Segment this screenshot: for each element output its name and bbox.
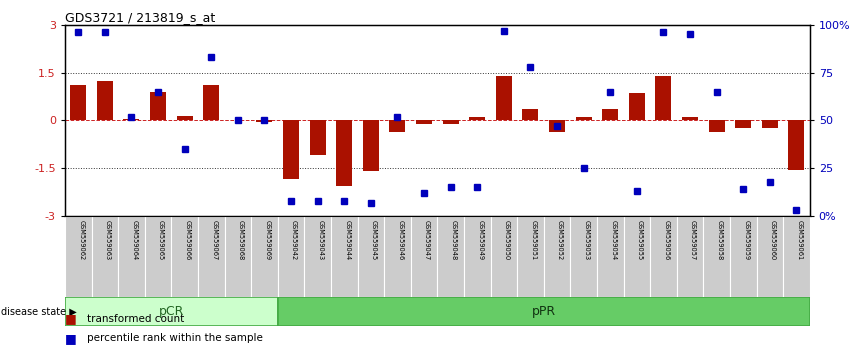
- Bar: [708, 120, 725, 131]
- Text: percentile rank within the sample: percentile rank within the sample: [87, 333, 262, 343]
- Text: transformed count: transformed count: [87, 314, 184, 324]
- Bar: [757, 216, 783, 297]
- Bar: [278, 297, 810, 326]
- Bar: [549, 120, 565, 131]
- Bar: [496, 76, 512, 120]
- Text: GSM559064: GSM559064: [132, 220, 138, 260]
- Bar: [544, 216, 571, 297]
- Text: GSM559060: GSM559060: [770, 220, 776, 260]
- Text: GSM559062: GSM559062: [78, 220, 84, 260]
- Bar: [70, 85, 87, 120]
- Bar: [65, 216, 92, 297]
- Text: ■: ■: [65, 332, 77, 344]
- Text: GSM559069: GSM559069: [264, 220, 270, 260]
- Text: GSM559065: GSM559065: [158, 220, 164, 260]
- Bar: [522, 109, 539, 120]
- Bar: [336, 120, 352, 185]
- Bar: [783, 216, 810, 297]
- Bar: [656, 76, 671, 120]
- Bar: [597, 216, 624, 297]
- Bar: [251, 216, 278, 297]
- Text: GSM559047: GSM559047: [424, 220, 430, 260]
- Bar: [363, 120, 378, 171]
- Text: GSM559068: GSM559068: [238, 220, 244, 260]
- Bar: [224, 216, 251, 297]
- Text: GSM559061: GSM559061: [797, 220, 803, 260]
- Bar: [118, 216, 145, 297]
- Bar: [762, 120, 778, 128]
- Bar: [624, 216, 650, 297]
- Text: pCR: pCR: [158, 305, 184, 318]
- Bar: [124, 119, 139, 120]
- Bar: [145, 216, 171, 297]
- Bar: [331, 216, 358, 297]
- Text: GSM559045: GSM559045: [371, 220, 377, 260]
- Bar: [469, 116, 485, 120]
- Bar: [629, 93, 645, 120]
- Bar: [204, 85, 219, 120]
- Text: GSM559053: GSM559053: [584, 220, 590, 260]
- Bar: [730, 216, 757, 297]
- Bar: [385, 216, 410, 297]
- Bar: [283, 120, 299, 179]
- Bar: [171, 216, 198, 297]
- Text: GSM559056: GSM559056: [663, 220, 669, 260]
- Bar: [517, 216, 544, 297]
- Bar: [602, 109, 618, 120]
- Text: GDS3721 / 213819_s_at: GDS3721 / 213819_s_at: [65, 11, 215, 24]
- Bar: [464, 216, 490, 297]
- Text: GSM559044: GSM559044: [345, 220, 350, 260]
- Bar: [198, 216, 224, 297]
- Text: GSM559066: GSM559066: [184, 220, 191, 260]
- Text: GSM559058: GSM559058: [716, 220, 722, 260]
- Bar: [703, 216, 730, 297]
- Text: GSM559063: GSM559063: [105, 220, 111, 260]
- Bar: [490, 216, 517, 297]
- Bar: [437, 216, 464, 297]
- Bar: [150, 92, 166, 120]
- Text: GSM559055: GSM559055: [637, 220, 643, 260]
- Bar: [358, 216, 385, 297]
- Text: GSM559042: GSM559042: [291, 220, 297, 260]
- Bar: [650, 216, 676, 297]
- Bar: [676, 216, 703, 297]
- Bar: [92, 216, 118, 297]
- Bar: [278, 216, 304, 297]
- Bar: [256, 120, 273, 122]
- Bar: [571, 216, 597, 297]
- Text: GSM559050: GSM559050: [504, 220, 510, 260]
- Text: GSM559048: GSM559048: [450, 220, 456, 260]
- Bar: [304, 216, 331, 297]
- Text: GSM559054: GSM559054: [611, 220, 617, 260]
- Bar: [443, 120, 459, 124]
- Bar: [416, 120, 432, 124]
- Text: GSM559043: GSM559043: [318, 220, 324, 260]
- Bar: [310, 120, 326, 155]
- Bar: [735, 120, 751, 128]
- Text: GSM559046: GSM559046: [397, 220, 404, 260]
- Bar: [390, 120, 405, 131]
- Text: ■: ■: [65, 312, 77, 325]
- Text: pPR: pPR: [532, 305, 556, 318]
- Text: GSM559051: GSM559051: [530, 220, 536, 260]
- Text: disease state ▶: disease state ▶: [1, 307, 76, 316]
- Text: GSM559052: GSM559052: [557, 220, 563, 260]
- Text: GSM559059: GSM559059: [743, 220, 749, 260]
- Text: GSM559057: GSM559057: [690, 220, 696, 260]
- Bar: [177, 115, 192, 120]
- Bar: [788, 120, 805, 170]
- Text: GSM559049: GSM559049: [477, 220, 483, 260]
- Bar: [410, 216, 437, 297]
- Bar: [97, 80, 113, 120]
- Bar: [65, 297, 278, 326]
- Text: GSM559067: GSM559067: [211, 220, 217, 260]
- Bar: [576, 116, 591, 120]
- Bar: [682, 117, 698, 120]
